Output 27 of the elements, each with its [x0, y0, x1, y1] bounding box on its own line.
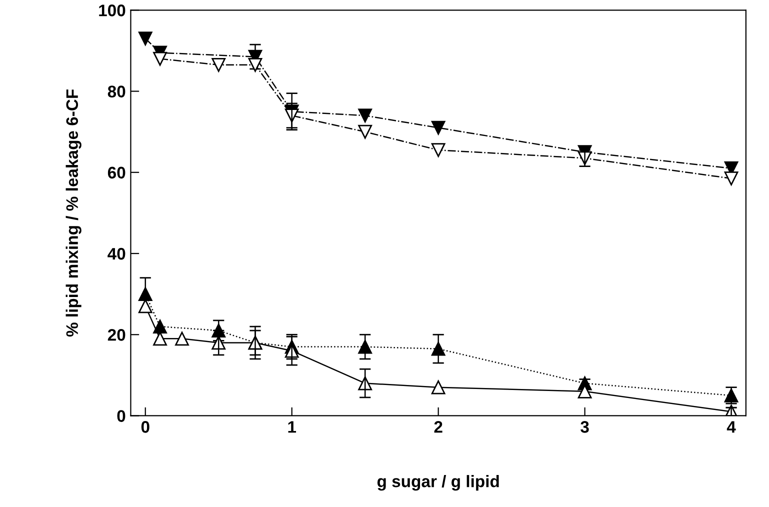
point: [138, 299, 152, 314]
x-tick-label: 4: [726, 421, 736, 433]
point: [431, 380, 446, 394]
point: [212, 58, 226, 72]
point: [153, 52, 167, 66]
point: [358, 124, 372, 139]
x-tick-label: 2: [434, 421, 442, 433]
x-tick-label: 1: [288, 421, 296, 433]
point: [138, 32, 152, 46]
y-tick-label: 40: [108, 248, 126, 260]
y-tick-label: 20: [108, 329, 126, 341]
point: [153, 320, 167, 334]
point: [175, 332, 189, 346]
y-tick-label: 0: [117, 410, 126, 422]
y-tick-label: 80: [108, 86, 126, 98]
point: [248, 58, 262, 72]
point: [358, 108, 372, 123]
point: [431, 143, 446, 158]
point: [431, 120, 446, 135]
x-tick-label: 0: [141, 421, 150, 433]
point: [153, 332, 167, 346]
point: [724, 172, 738, 186]
y-tick-label: 100: [99, 4, 126, 16]
x-axis-title: g sugar / g lipid: [377, 475, 499, 491]
x-tick-label: 3: [580, 421, 589, 433]
y-axis-title: % lipid mixing / % leakage 6-CF: [66, 89, 82, 337]
y-tick-label: 60: [108, 166, 126, 179]
